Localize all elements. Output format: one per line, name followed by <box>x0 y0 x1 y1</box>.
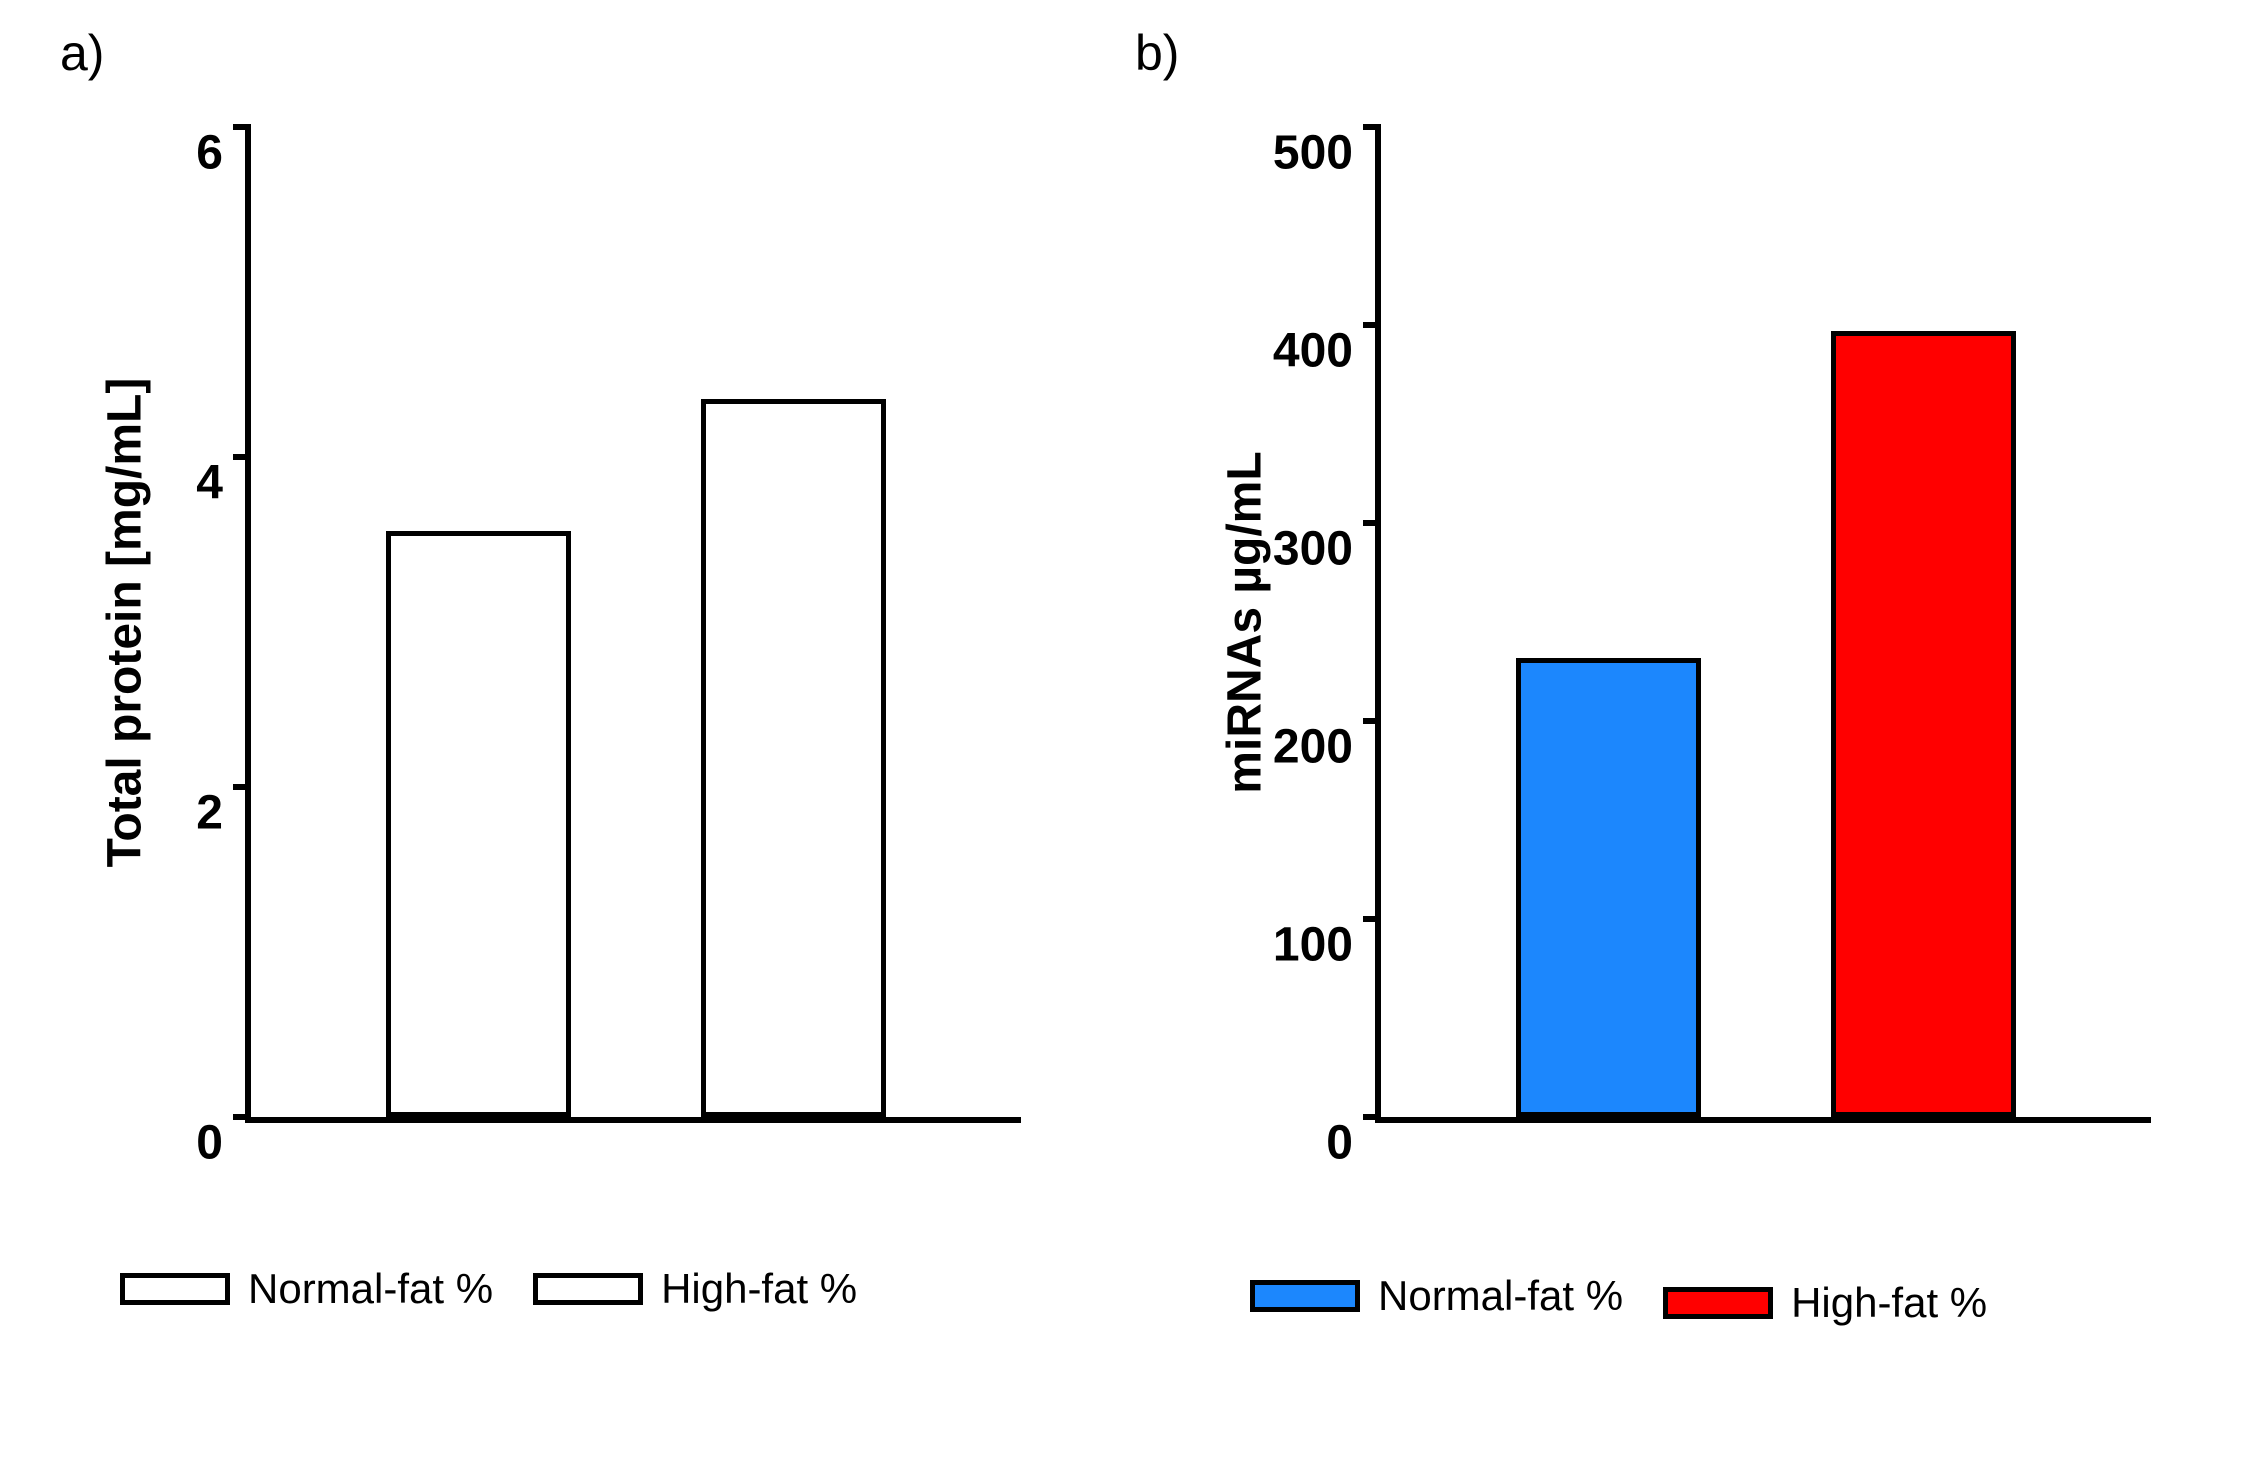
panel-a-bar-1 <box>701 399 886 1117</box>
panel-a-legend-item-0: Normal-fat % <box>120 1265 493 1313</box>
ytick-label: 2 <box>196 786 251 841</box>
panel-a-legend-text-0: Normal-fat % <box>248 1265 493 1313</box>
ytick-label: 4 <box>196 456 251 511</box>
panel-b-label: b) <box>1135 24 1179 82</box>
panel-a-plot: 0246 <box>245 127 1021 1123</box>
panel-b-legend-item-1: High-fat % <box>1663 1279 1987 1327</box>
panel-b-legend-text-1: High-fat % <box>1791 1279 1987 1327</box>
ytick-label: 6 <box>196 126 251 181</box>
panel-a-chart: Total protein [mg/mL] 0246 <box>245 127 1015 1117</box>
panel-b-plot: 0100200300400500 <box>1375 127 2151 1123</box>
ytick-label: 300 <box>1273 522 1381 577</box>
panel-b-chart: miRNAs µg/mL 0100200300400500 <box>1375 127 2145 1117</box>
panel-b-legend-swatch-1 <box>1663 1287 1773 1319</box>
panel-b-ylabel-text: miRNAs µg/mL <box>1219 451 1272 793</box>
ytick-label: 0 <box>1326 1116 1381 1171</box>
panel-a-legend-swatch-0 <box>120 1273 230 1305</box>
panel-b-bar-0 <box>1516 658 1701 1117</box>
ytick-label: 400 <box>1273 324 1381 379</box>
panel-b-ylabel: miRNAs µg/mL <box>1218 353 1273 893</box>
panel-a-legend-swatch-1 <box>533 1273 643 1305</box>
panel-b-legend-text-0: Normal-fat % <box>1378 1272 1623 1320</box>
panel-b-bar-1 <box>1831 331 2016 1117</box>
panel-a-ylabel: Total protein [mg/mL] <box>98 323 153 923</box>
panel-b-legend-item-0: Normal-fat % <box>1250 1272 1623 1320</box>
panel-b-legend: Normal-fat % High-fat % <box>1250 1265 1987 1327</box>
ytick-label: 0 <box>196 1116 251 1171</box>
panel-a-legend: Normal-fat % High-fat % <box>120 1265 857 1313</box>
panel-b-legend-swatch-0 <box>1250 1280 1360 1312</box>
ytick-label: 100 <box>1273 918 1381 973</box>
figure-root: a) Total protein [mg/mL] 0246 Normal-fat… <box>0 0 2258 1477</box>
ytick-label: 200 <box>1273 720 1381 775</box>
panel-a-bar-0 <box>386 531 571 1117</box>
panel-a-legend-item-1: High-fat % <box>533 1265 857 1313</box>
panel-a-legend-text-1: High-fat % <box>661 1265 857 1313</box>
ytick-label: 500 <box>1273 126 1381 181</box>
panel-a-label: a) <box>60 24 104 82</box>
